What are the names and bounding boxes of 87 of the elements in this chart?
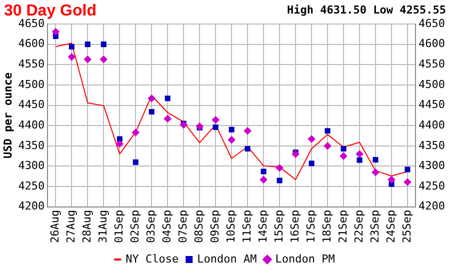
x-tick-label: 25Sep (400, 210, 414, 244)
y2-tick-label: 4250 (418, 179, 446, 192)
x-tick-label: 22Sep (352, 210, 366, 244)
point (212, 124, 218, 130)
point (292, 150, 300, 158)
point (228, 126, 234, 132)
point (116, 140, 124, 148)
point (260, 176, 268, 184)
point (148, 109, 154, 115)
x-tick-label: 17Sep (304, 210, 318, 244)
x-tick-label: 02Sep (128, 210, 142, 244)
x-tick-label: 18Sep (320, 210, 334, 244)
y2-tick-label: 4600 (418, 37, 446, 50)
point (308, 135, 316, 143)
point (100, 56, 108, 64)
point (164, 96, 170, 102)
legend-label: NY Close (126, 252, 179, 266)
x-tick-label: 23Sep (368, 210, 382, 244)
x-tick-label: 07Sep (176, 210, 190, 244)
point (84, 42, 90, 48)
x-tick-label: 21Sep (336, 210, 350, 244)
x-tick-label: 03Sep (144, 210, 158, 244)
x-tick-label: 04Sep (160, 210, 174, 244)
point (84, 56, 92, 64)
point (372, 156, 378, 163)
y2-tick-label: 4500 (418, 78, 446, 91)
point (244, 146, 250, 152)
x-tick-label: 28Aug (80, 210, 94, 244)
point (340, 146, 346, 152)
x-tick-label: 01Sep (112, 210, 126, 244)
point (68, 53, 76, 61)
y-tick-label: 4400 (18, 118, 45, 132)
point (244, 127, 252, 135)
point (100, 42, 106, 48)
x-tick-label: 09Sep (208, 210, 222, 244)
y-tick-label: 4650 (18, 16, 45, 30)
y2-tick-label: 4200 (418, 200, 446, 213)
y-tick-label: 4600 (18, 37, 45, 50)
x-tick-label: 16Sep (288, 210, 302, 244)
legend-label: London AM (197, 252, 258, 266)
point (276, 178, 282, 184)
x-tick-label: 31Aug (96, 210, 110, 244)
point (132, 159, 138, 165)
point (340, 152, 348, 160)
point (164, 114, 172, 122)
x-tick-label: 11Sep (240, 210, 254, 244)
y2-tick-label: 4650 (418, 16, 446, 30)
point (324, 128, 330, 134)
x-tick-label: 26Aug (48, 210, 62, 244)
y-axis-title: USD per ounce (1, 72, 14, 158)
x-tick-label: 08Sep (192, 210, 206, 244)
point (276, 164, 284, 172)
point (308, 160, 314, 166)
y-tick-label: 4500 (18, 78, 45, 91)
y2-tick-label: 4400 (418, 118, 446, 132)
point (212, 116, 220, 124)
y2-tick-label: 4350 (418, 138, 446, 152)
point (228, 136, 236, 144)
legend-label: London PM (275, 252, 336, 266)
point (148, 94, 156, 102)
x-tick-label: 15Sep (272, 210, 286, 244)
point (404, 178, 412, 186)
y2-tick-label: 4550 (418, 58, 446, 70)
x-tick-label: 24Sep (384, 210, 398, 244)
y-tick-label: 4450 (18, 98, 45, 112)
point (404, 166, 410, 172)
chart-title: 30 Day Gold (4, 2, 96, 20)
point (132, 128, 140, 136)
y2-tick-label: 4450 (418, 98, 446, 112)
y-tick-label: 4300 (18, 159, 45, 172)
point (260, 168, 266, 174)
point (324, 142, 332, 150)
y-tick-label: 4200 (18, 200, 45, 213)
point (356, 150, 364, 158)
y-tick-label: 4350 (18, 138, 45, 152)
x-tick-label: 27Aug (64, 210, 78, 244)
x-tick-label: 10Sep (224, 210, 238, 244)
point (388, 176, 396, 184)
text: High 4631.50 Low 4255.55 (287, 3, 446, 16)
x-tick-label: 14Sep (256, 210, 270, 244)
y2-tick-label: 4300 (418, 159, 446, 172)
y-tick-label: 4250 (18, 179, 45, 192)
point (372, 168, 380, 176)
point (52, 28, 60, 36)
y-tick-label: 4550 (18, 58, 45, 70)
point (356, 157, 362, 163)
point (68, 44, 74, 50)
